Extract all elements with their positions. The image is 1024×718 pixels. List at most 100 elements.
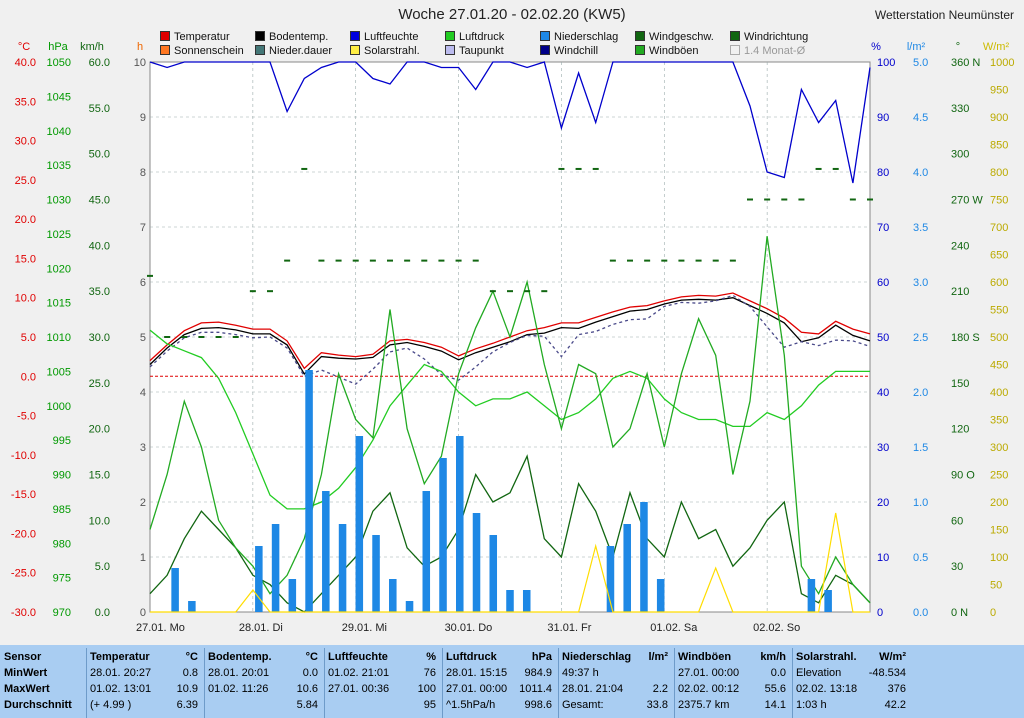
cell-info: 28.01. 20:01 xyxy=(208,667,270,679)
direction-dot xyxy=(455,259,462,262)
legend-item: Taupunkt xyxy=(445,45,504,57)
table-cell: 02.02. 00:12 55.6 xyxy=(678,681,790,697)
table-cell: 27.01. 00:00 0.0 xyxy=(678,665,790,681)
legend-swatch xyxy=(445,31,455,41)
rain-bar xyxy=(255,546,263,612)
tick-label: 750 xyxy=(990,195,1008,207)
cell-info: (+ 4.99 ) xyxy=(90,699,132,711)
cell-value: 10.9 xyxy=(176,683,198,695)
direction-dot xyxy=(644,259,651,262)
cell-value: 2.2 xyxy=(652,683,668,695)
series-line xyxy=(149,297,871,375)
table-column: Luftfeuchte% 01.02. 21:01 76 27.01. 00:36 10… xyxy=(328,649,440,718)
direction-dot xyxy=(181,336,188,338)
tick-label: 550 xyxy=(990,305,1008,317)
legend-swatch xyxy=(635,45,645,55)
rain-bar xyxy=(389,579,397,612)
table-cell: 01.02. 11:26 10.6 xyxy=(208,681,322,697)
tick-label: 970 xyxy=(53,607,71,619)
table-column: Windböen km/h 27.01. 00:00 0.0 02.02. 00:12 5… xyxy=(678,649,790,718)
tick-label: -15.0 xyxy=(11,489,36,501)
direction-dot xyxy=(489,290,496,293)
series-windgeschw- xyxy=(149,454,871,613)
column-header: Bodentemp. °C xyxy=(208,649,322,665)
direction-dot xyxy=(232,336,239,338)
tick-label: 30.0 xyxy=(89,332,110,344)
tick-label: 60 xyxy=(951,515,963,527)
legend-swatch xyxy=(445,45,455,55)
cell-value: 376 xyxy=(887,683,906,695)
tick-label: 30.0 xyxy=(15,136,36,148)
column-name: Luftfeuchte xyxy=(328,651,388,663)
cell-value: 33.8 xyxy=(646,699,668,711)
tick-label: 200 xyxy=(990,497,1008,509)
tick-label: 90 O xyxy=(951,470,975,482)
column-unit: °C xyxy=(185,651,198,663)
tick-label: 1020 xyxy=(47,263,71,275)
rain-axis: 5.0 4.5 4.0 3.5 3.0 2.5 2.0 1.5 1.0 0.5 0.0 xyxy=(913,57,928,619)
tick-label: -25.0 xyxy=(11,568,36,580)
column-unit: % xyxy=(426,651,436,663)
tick-label: 0 xyxy=(990,607,996,619)
tick-label: 3 xyxy=(140,442,146,454)
tick-label: 240 xyxy=(951,240,969,252)
tick-label: 150 xyxy=(990,525,1008,537)
cell-info: 02.02. 13:18 xyxy=(796,683,858,695)
direction-dot xyxy=(507,290,513,293)
direction-dot xyxy=(438,259,445,262)
day-label: 01.02. Sa xyxy=(650,622,698,634)
cell-info: 01.02. 11:26 xyxy=(208,683,269,695)
legend-label: Luftdruck xyxy=(459,31,505,43)
tick-label: 980 xyxy=(53,538,71,550)
cell-value: 0.0 xyxy=(302,667,318,679)
day-label: 31.01. Fr xyxy=(547,622,591,634)
tick-label: 100 xyxy=(877,57,895,69)
cell-value: 100 xyxy=(417,683,436,695)
tick-label: 30 xyxy=(877,442,889,454)
table-column: Luftdruck hPa 28.01. 15:15 984.9 27.01. 00:0… xyxy=(446,649,556,718)
direction-dot xyxy=(249,290,256,293)
table-cell: 28.01. 21:04 2.2 xyxy=(562,681,672,697)
column-name: Temperatur xyxy=(90,651,150,663)
rain-bar xyxy=(506,590,514,612)
direction-dot xyxy=(267,290,273,293)
table-cell: 2375.7 km 14.1 xyxy=(678,697,790,713)
cell-info: 28.01. 21:04 xyxy=(562,683,624,695)
rain-bar xyxy=(824,590,832,612)
day-label: 28.01. Di xyxy=(239,622,283,634)
tick-label: 60 xyxy=(877,277,889,289)
rain-bar xyxy=(472,513,481,612)
cell-value: 998.6 xyxy=(524,699,552,711)
series-solarstrahl- xyxy=(150,512,870,613)
direction-dot xyxy=(678,259,685,262)
tick-label: 40 xyxy=(877,387,889,399)
day-label: 30.01. Do xyxy=(445,622,493,634)
table-cell: 28.01. 15:15 984.9 xyxy=(446,665,556,681)
tick-label: 80 xyxy=(877,167,889,179)
legend-swatch xyxy=(255,31,265,41)
tick-label: 700 xyxy=(990,222,1008,234)
tick-label: 150 xyxy=(951,378,969,390)
tick-label: 300 xyxy=(951,149,969,161)
cell-info: 27.01. 00:00 xyxy=(678,667,740,679)
legend-label: Windchill xyxy=(554,45,599,57)
tick-label: 6 xyxy=(140,277,146,289)
legend-label: Windgeschw. xyxy=(649,31,714,43)
direction-dot xyxy=(729,259,736,262)
direction-dot xyxy=(609,259,616,262)
tick-label: 800 xyxy=(990,167,1008,179)
tick-label: 50 xyxy=(877,332,889,344)
cell-value: -48.534 xyxy=(868,667,906,679)
tick-label: 2.0 xyxy=(913,387,928,399)
tick-label: -20.0 xyxy=(11,528,36,540)
column-separator xyxy=(86,648,87,718)
tick-label: 1.5 xyxy=(913,442,928,454)
cell-value: 76 xyxy=(423,667,436,679)
column-name: Luftdruck xyxy=(446,651,497,663)
series-windrichtung xyxy=(147,167,873,338)
tick-label: 15.0 xyxy=(89,470,110,482)
tick-label: 20.0 xyxy=(89,424,110,436)
legend-label: Luftfeuchte xyxy=(364,31,419,43)
legend-item: Luftfeuchte xyxy=(350,31,418,43)
tick-label: 7 xyxy=(140,222,146,234)
